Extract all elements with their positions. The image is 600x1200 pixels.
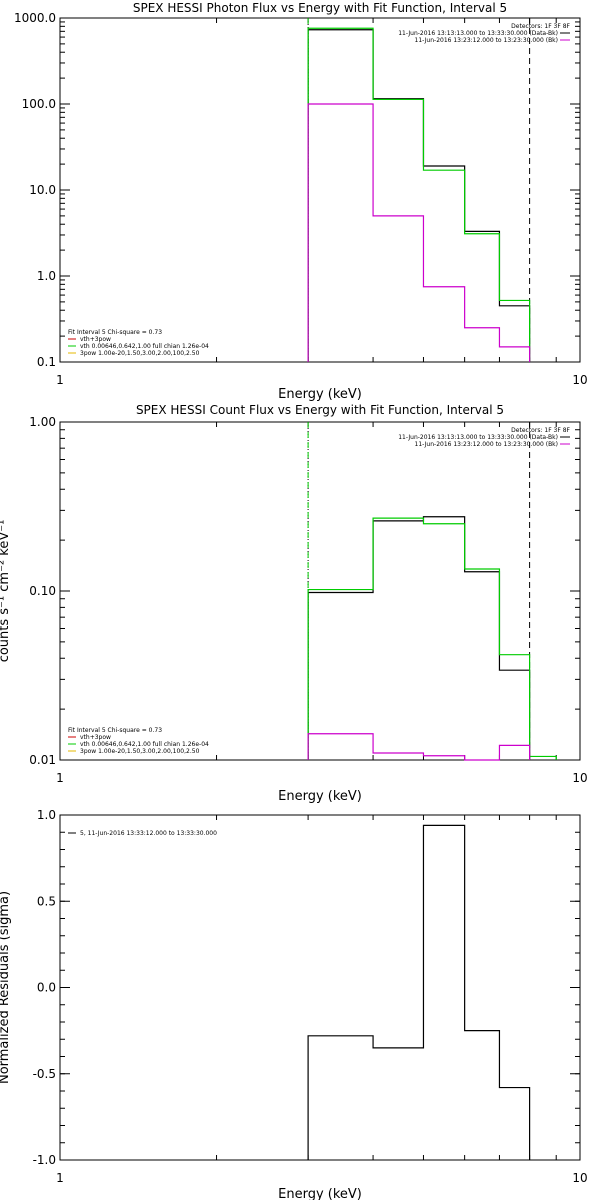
legend-entry: 3pow 1.00e-20,1.50,3.00,2.00,100,2.50: [80, 350, 200, 357]
x-tick-label: 1: [56, 771, 64, 785]
y-tick-label: 0.1: [37, 355, 56, 369]
y-axis-label: counts s⁻¹ cm⁻² keV⁻¹: [0, 520, 12, 663]
panel-1: SPEX HESSI Photon Flux vs Energy with Fi…: [14, 1, 588, 402]
y-tick-label: -0.5: [33, 1067, 56, 1081]
y-tick-label: 0.0: [37, 981, 56, 995]
legend-header: Fit Interval 5 Chi-square = 0.73: [68, 329, 162, 336]
legend-entry: vth 0.00646,0.642,1.00 full chian 1.26e-…: [80, 741, 209, 748]
legend-left: Fit Interval 5 Chi-square = 0.73vth+3pow…: [68, 329, 209, 357]
legend-entry: 11-Jun-2016 13:13:13.000 to 13:33:30.000…: [398, 30, 558, 37]
x-axis-label: Energy (keV): [278, 1187, 362, 1200]
chart-title: SPEX HESSI Photon Flux vs Energy with Fi…: [133, 1, 507, 15]
legend-entry: 11-Jun-2016 13:13:13.000 to 13:33:30.000…: [398, 434, 558, 441]
panel-2: SPEX HESSI Count Flux vs Energy with Fit…: [0, 403, 588, 804]
series-3: [307, 733, 531, 761]
legend-header: Detectors: 1F 3F 8F: [511, 23, 570, 30]
plot-frame: [59, 814, 581, 1161]
legend-header: Detectors: 1F 3F 8F: [511, 427, 570, 434]
x-tick-label: 10: [572, 1171, 587, 1185]
x-tick-label: 10: [572, 373, 587, 387]
y-tick-label: 1000.0: [14, 11, 56, 25]
series-1: [307, 29, 531, 362]
y-tick-label: -1.0: [33, 1153, 56, 1167]
y-tick-label: 100.0: [22, 97, 56, 111]
y-tick-label: 10.0: [29, 183, 56, 197]
legend-header: Fit Interval 5 Chi-square = 0.73: [68, 727, 162, 734]
legend-left: 5, 11-Jun-2016 13:33:12.000 to 13:33:30.…: [68, 830, 217, 837]
plot-frame: [59, 17, 581, 363]
legend-entry: 11-Jun-2016 13:23:12.000 to 13:23:30.000…: [415, 37, 558, 44]
x-tick-label: 10: [572, 771, 587, 785]
y-tick-label: 1.0: [37, 808, 56, 822]
legend-entry: vth+3pow: [80, 734, 111, 741]
series-2: [307, 517, 557, 760]
legend-entry: 5, 11-Jun-2016 13:33:12.000 to 13:33:30.…: [80, 830, 217, 837]
legend-entry: vth+3pow: [80, 336, 111, 343]
y-tick-label: 1.0: [37, 269, 56, 283]
legend-entry: 11-Jun-2016 13:23:12.000 to 13:23:30.000…: [415, 441, 558, 448]
y-tick-label: 1.00: [29, 415, 56, 429]
y-tick-label: 0.01: [29, 753, 56, 767]
x-axis-label: Energy (keV): [278, 387, 362, 402]
x-tick-label: 1: [56, 373, 64, 387]
y-tick-label: 0.10: [29, 584, 56, 598]
series-1: [307, 516, 531, 760]
plot-frame: [59, 421, 581, 761]
y-tick-label: 0.5: [37, 894, 56, 908]
legend-left: Fit Interval 5 Chi-square = 0.73vth+3pow…: [68, 727, 209, 755]
y-axis-label: Normalized Residuals (sigma): [0, 891, 12, 1084]
series-1: [307, 824, 531, 1160]
legend-entry: vth 0.00646,0.642,1.00 full chian 1.26e-…: [80, 343, 209, 350]
panel-3: 1 10 Energy (keV) -1.0 -0.5 0.0 0.5 1.0 Normaliz…: [0, 808, 588, 1200]
y-axis: 0.1 1.0 10.0 100.0 1000.0: [14, 11, 580, 369]
x-axis-label: Energy (keV): [278, 789, 362, 804]
x-tick-label: 1: [56, 1171, 64, 1185]
x-axis: 1 10 Energy (keV): [56, 815, 588, 1200]
y-axis: 0.01 0.10 1.00 counts s⁻¹ cm⁻² keV⁻¹: [0, 415, 580, 767]
y-axis: -1.0 -0.5 0.0 0.5 1.0 Normalized Residuals (s…: [0, 808, 580, 1167]
series-2: [307, 27, 531, 362]
legend-entry: 3pow 1.00e-20,1.50,3.00,2.00,100,2.50: [80, 748, 200, 755]
series-3: [307, 103, 531, 362]
chart-title: SPEX HESSI Count Flux vs Energy with Fit…: [136, 403, 504, 417]
